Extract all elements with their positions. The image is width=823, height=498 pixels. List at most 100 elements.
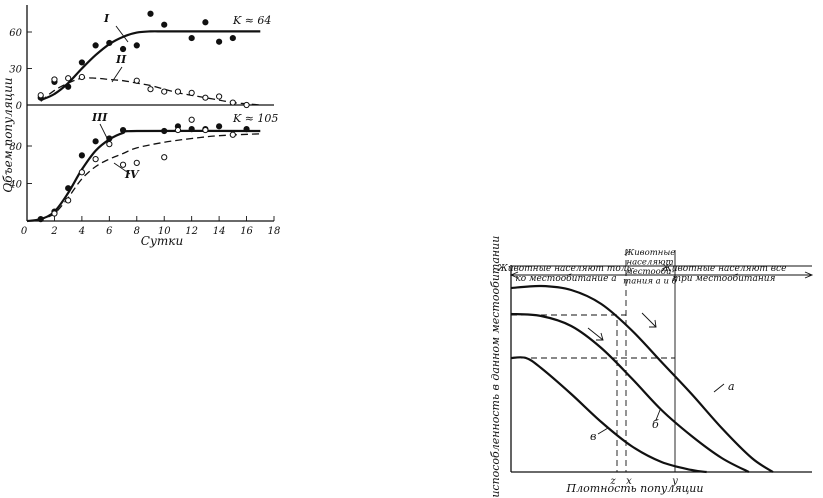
habitat-curve-а (510, 284, 774, 473)
data-point-I-6 (119, 45, 127, 53)
series-label-IV: IV (124, 168, 140, 181)
data-point-II-2 (65, 75, 72, 82)
series-curve-II (40, 77, 261, 106)
data-point-III-2 (65, 185, 72, 192)
population-x-axis-label: Сутки (141, 234, 183, 248)
data-point-I-3 (78, 59, 85, 66)
x-tick-label-6: 6 (106, 226, 113, 237)
data-point-IV-4 (106, 141, 113, 148)
data-point-II-1 (51, 76, 58, 83)
flow-arrow-b-head (596, 332, 604, 341)
data-point-III-4 (92, 138, 99, 145)
x-tick-label-12: 12 (185, 226, 198, 237)
series-leader-IV (113, 162, 131, 175)
zone-band-arrow-left (509, 271, 519, 279)
x-tick-label-16: 16 (240, 226, 253, 237)
data-point-IV-9 (188, 116, 195, 123)
density-mark-z: z (609, 476, 616, 487)
zone-label-1: Животные населяют толь-ко местообитание … (497, 264, 635, 284)
x-tick-label-18: 18 (268, 226, 281, 237)
data-point-II-10 (216, 93, 223, 100)
data-point-IV-3 (92, 156, 99, 163)
habitat-curve-б (510, 312, 750, 473)
data-point-IV-1 (65, 197, 72, 204)
flow-arrow-a-line (641, 312, 657, 328)
data-point-I-13 (229, 34, 236, 42)
habitat-label-в: в (590, 430, 596, 443)
data-point-I-2 (65, 83, 72, 90)
carrying-capacity-top-label: K ≈ 64 (232, 14, 271, 27)
habitat-curves: а б в (510, 284, 774, 474)
data-point-II-5 (147, 86, 154, 93)
density-mark-y: y (671, 476, 678, 487)
data-point-III-7 (161, 127, 168, 135)
x-tick-label-2: 2 (50, 226, 57, 237)
data-point-IV-6 (133, 159, 140, 166)
zone-label-2: Животные населяют местооби-тания а и б (623, 248, 677, 287)
density-x-axis-label: Плотность популяции (566, 482, 704, 495)
data-point-III-11 (216, 123, 223, 130)
series-label-III: III (91, 111, 108, 124)
flow-arrow-a-head (649, 319, 657, 328)
data-point-I-4 (92, 42, 99, 49)
data-point-II-6 (161, 88, 168, 95)
data-point-III-3 (78, 152, 85, 159)
data-point-IV-7 (161, 154, 168, 161)
y-tick-label-p0-0: 0 (16, 101, 23, 112)
habitat-fitness-chart: Животные населяют толь-ко местообитание … (489, 236, 814, 498)
series-label-I: I (103, 12, 110, 25)
flow-arrow-b-line (587, 327, 604, 341)
habitat-leader-а (713, 383, 725, 393)
data-point-II-7 (174, 88, 182, 95)
data-point-II-12 (243, 101, 250, 109)
series-leader-II (111, 66, 123, 83)
data-point-II-0 (37, 92, 44, 99)
data-point-IV-2 (78, 169, 85, 176)
x-tick-label-10: 10 (158, 226, 171, 237)
density-mark-x: x (626, 476, 632, 487)
data-point-IV-10 (202, 126, 209, 134)
series-curve-III (26, 129, 261, 223)
data-point-II-4 (133, 77, 140, 84)
y-tick-label-p1-40: 40 (8, 180, 22, 191)
data-point-I-5 (106, 39, 113, 47)
data-point-I-11 (202, 19, 209, 26)
habitat-curve-в (510, 356, 707, 474)
habitat-axes: Животные населяют толь-ко местообитание … (497, 248, 814, 487)
data-point-IV-5 (119, 161, 127, 168)
zone-label-3: Животные населяют все три местообитания (661, 264, 787, 284)
habitat-label-а: а (728, 380, 735, 393)
series-label-II: II (115, 53, 127, 66)
data-point-II-3 (78, 73, 85, 81)
fitness-y-axis-label: Приспособленность в данном местообитании (489, 236, 502, 498)
y-tick-label-p1-80: 80 (9, 142, 22, 153)
x-tick-label-4: 4 (78, 226, 85, 237)
habitat-label-б: б (652, 418, 659, 431)
data-point-I-7 (133, 42, 140, 49)
x-tick-label-14: 14 (213, 226, 226, 237)
zone-band-arrow-right (804, 271, 814, 279)
data-point-I-8 (147, 10, 154, 17)
data-point-I-12 (216, 38, 223, 45)
x-tick-label-8: 8 (134, 226, 140, 237)
data-point-III-6 (119, 126, 127, 134)
data-point-IV-0 (51, 210, 58, 217)
series-leader-III (99, 123, 109, 141)
habitat-leader-в (597, 427, 609, 435)
data-point-II-11 (229, 99, 236, 106)
y-tick-label-p0-60: 60 (9, 28, 22, 39)
data-point-I-9 (161, 21, 168, 28)
data-point-III-9 (188, 126, 195, 133)
data-point-II-8 (188, 89, 195, 96)
data-point-IV-8 (174, 126, 182, 134)
data-point-I-10 (188, 34, 195, 42)
carrying-capacity-bottom-label: K ≈ 105 (232, 112, 278, 125)
population-y-axis-label: Объем популяции (1, 77, 15, 192)
series-curve-IV (26, 133, 261, 222)
x-tick-label-0: 0 (21, 226, 28, 237)
population-axes: 0 2 4 6 8 10 12 14 16 18 0 30 60 40 80 (8, 5, 280, 237)
habitat-leader-б (655, 409, 661, 421)
data-point-IV-11 (229, 131, 236, 138)
